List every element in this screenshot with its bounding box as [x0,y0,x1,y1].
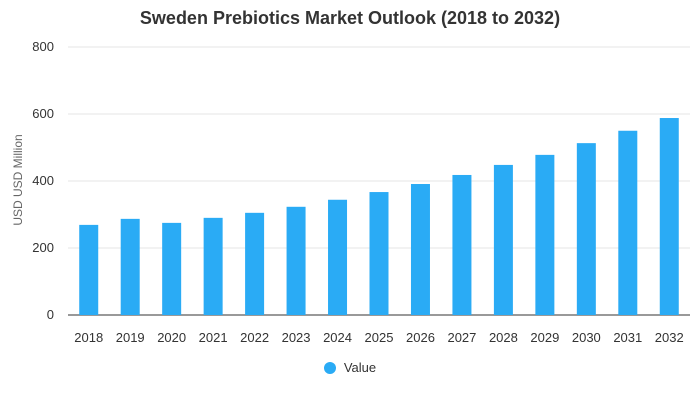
legend-swatch-icon [323,361,336,374]
y-tick-label: 800 [32,39,54,54]
x-tick-label: 2019 [116,330,145,345]
x-tick-label: 2022 [240,330,269,345]
bar-2027[interactable] [452,174,472,315]
bar-2028[interactable] [493,164,513,315]
x-tick-label: 2032 [655,330,684,345]
x-tick-label: 2025 [365,330,394,345]
bar-2021[interactable] [203,217,223,315]
x-tick-label: 2029 [530,330,559,345]
bar-2029[interactable] [535,154,555,315]
bar-2023[interactable] [286,206,306,315]
bar-2030[interactable] [576,143,596,315]
bar-2031[interactable] [618,130,638,315]
x-tick-label: 2031 [613,330,642,345]
bar-2022[interactable] [245,212,265,315]
bar-2020[interactable] [162,222,182,315]
x-tick-label: 2028 [489,330,518,345]
bar-2018[interactable] [79,224,99,315]
y-axis-title: USD USD Million [11,134,25,225]
x-tick-label: 2021 [199,330,228,345]
bar-2019[interactable] [120,218,140,315]
x-axis-ticks: 2018 2019 2020 2021 2022 2023 2024 2025 2026 2027… [74,330,683,345]
y-axis-ticks: 0 200 400 600 800 [32,39,54,322]
x-tick-label: 2020 [157,330,186,345]
bar-2026[interactable] [410,184,430,315]
x-tick-label: 2027 [447,330,476,345]
y-tick-label: 0 [47,307,54,322]
x-tick-label: 2030 [572,330,601,345]
bar-2032[interactable] [659,118,679,316]
y-tick-label: 400 [32,173,54,188]
y-tick-label: 200 [32,240,54,255]
y-tick-label: 600 [32,106,54,121]
bars [79,118,679,316]
x-tick-label: 2024 [323,330,352,345]
x-tick-label: 2026 [406,330,435,345]
x-tick-label: 2018 [74,330,103,345]
legend: Value [0,360,700,375]
x-tick-label: 2023 [282,330,311,345]
chart-title: Sweden Prebiotics Market Outlook (2018 t… [139,8,561,28]
bar-2025[interactable] [369,192,389,315]
legend-label: Value [343,360,377,375]
bar-2024[interactable] [328,199,348,315]
